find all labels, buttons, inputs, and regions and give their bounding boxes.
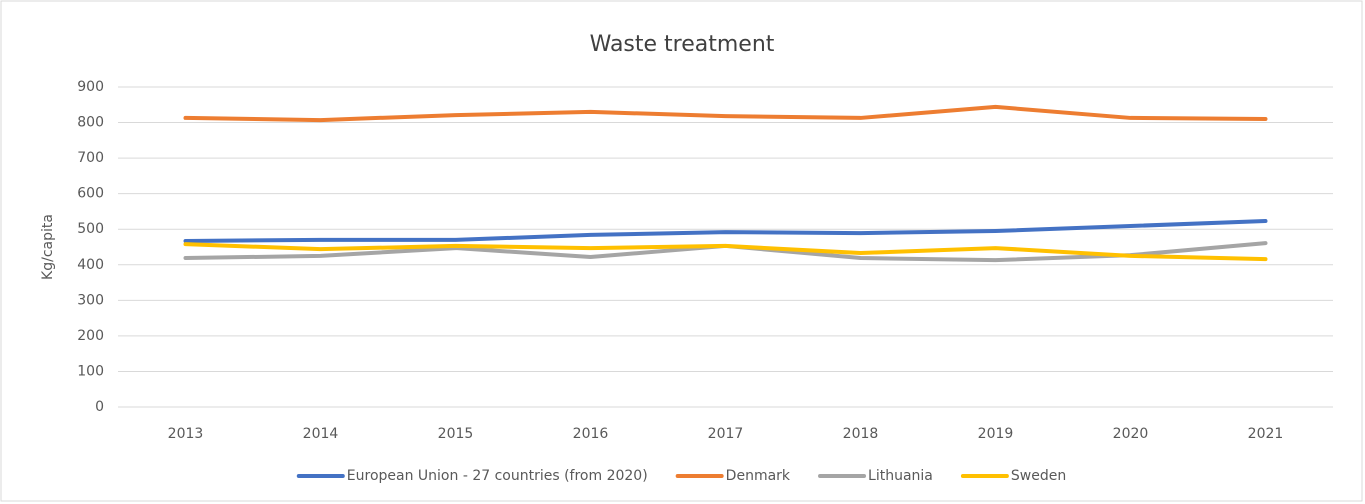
y-tick-label: 700 [77,150,104,166]
x-tick-label: 2021 [1248,426,1284,442]
x-tick-label: 2017 [708,426,744,442]
y-tick-label: 500 [77,221,104,237]
y-tick-label: 600 [77,186,104,202]
y-tick-label: 900 [77,79,104,95]
x-tick-label: 2015 [438,426,474,442]
chart-title: Waste treatment [590,32,775,57]
x-tick-label: 2013 [168,426,204,442]
x-tick-label: 2014 [303,426,339,442]
line-series [183,242,1268,262]
y-tick-label: 300 [77,292,104,308]
y-tick-label: 200 [77,328,104,344]
x-tick-label: 2018 [843,426,879,442]
legend-label: Sweden [1011,468,1066,484]
y-tick-label: 0 [95,399,104,415]
y-tick-label: 100 [77,363,104,379]
legend-label: European Union - 27 countries (from 2020… [347,468,648,484]
legend-label: Lithuania [868,468,933,484]
x-tick-label: 2020 [1113,426,1149,442]
x-tick-label: 2016 [573,426,609,442]
y-tick-label: 400 [77,257,104,273]
x-tick-label: 2019 [978,426,1014,442]
legend-label: Denmark [726,468,791,484]
line-series [183,104,1268,123]
y-tick-label: 800 [77,115,104,131]
y-axis-label: Kg/capita [40,214,56,280]
line-series [183,219,1268,243]
